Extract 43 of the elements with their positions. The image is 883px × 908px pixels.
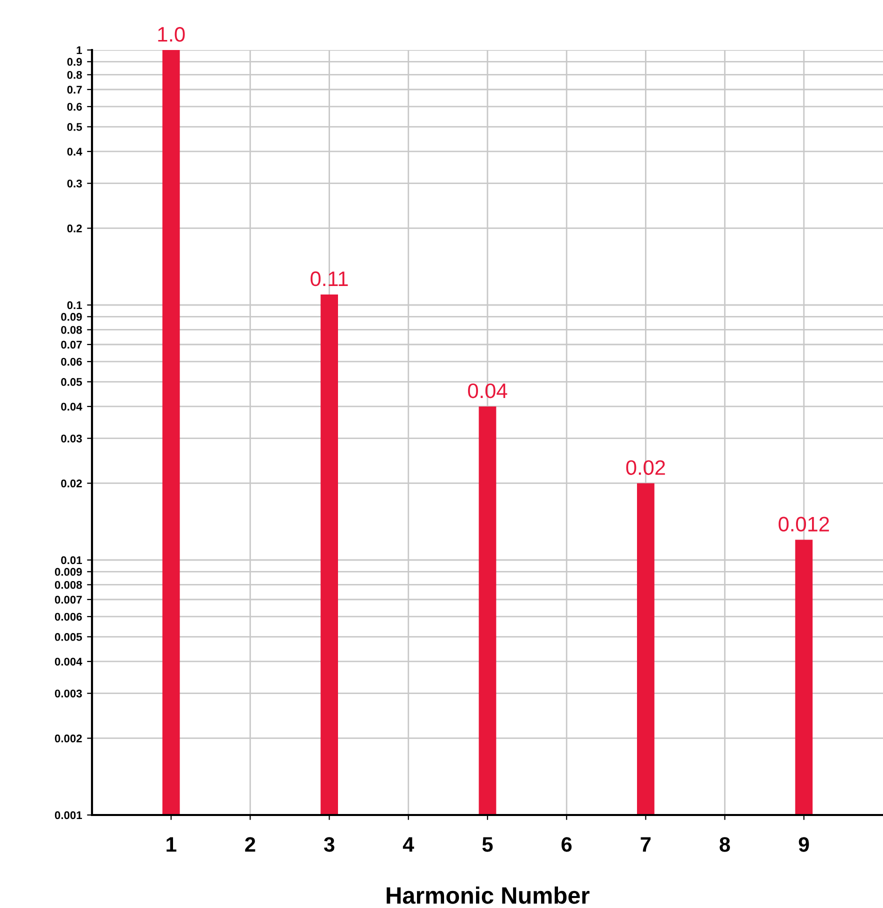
y-tick-label: 0.004 xyxy=(54,658,82,666)
y-tick-label: 0.2 xyxy=(67,224,82,232)
y-tick-label: 0.6 xyxy=(67,102,82,111)
x-tick-label: 3 xyxy=(324,837,334,852)
y-tick-label: 0.001 xyxy=(54,811,82,820)
y-tick-label: 0.09 xyxy=(61,312,82,321)
y-tick-label: 0.08 xyxy=(61,326,82,334)
x-tick-label: 2 xyxy=(245,837,256,852)
y-tick-label: 0.05 xyxy=(61,378,82,386)
x-tick-label: 7 xyxy=(640,837,651,852)
x-tick-label: 8 xyxy=(720,837,730,852)
y-tick-label: 0.008 xyxy=(54,580,82,589)
y-tick-label: 0.003 xyxy=(54,690,82,698)
y-tick-label: 0.4 xyxy=(67,148,82,156)
x-tick-label: 4 xyxy=(402,837,414,852)
x-tick-label: 5 xyxy=(482,837,493,852)
x-tick-label: 6 xyxy=(562,837,572,852)
y-tick-label: 0.005 xyxy=(54,633,82,641)
data-label: 0.02 xyxy=(626,460,665,475)
y-tick-label: 0.006 xyxy=(54,612,82,621)
y-tick-label: 0.002 xyxy=(54,734,82,742)
y-tick-label: 0.1 xyxy=(67,301,82,310)
y-tick-label: 0.06 xyxy=(61,358,82,366)
y-tick-label: 0.01 xyxy=(61,556,82,564)
y-tick-label: 0.04 xyxy=(61,402,82,411)
y-tick-label: 0.8 xyxy=(67,70,82,79)
x-axis-title: Harmonic Number xyxy=(386,886,590,904)
data-label: 0.04 xyxy=(468,383,508,398)
data-label: 0.11 xyxy=(310,271,348,286)
x-tick-label: 9 xyxy=(798,837,809,852)
y-tick-label: 1 xyxy=(76,46,82,54)
y-tick-label: 0.5 xyxy=(67,123,82,131)
y-tick-label: 0.03 xyxy=(61,434,82,442)
data-label: 1.0 xyxy=(158,26,185,42)
y-tick-label: 0.007 xyxy=(54,596,82,604)
data-label: 0.012 xyxy=(778,516,829,532)
x-tick-label: 1 xyxy=(166,837,176,852)
y-tick-label: 0.07 xyxy=(61,340,82,349)
y-tick-label: 0.009 xyxy=(54,568,82,576)
y-tick-label: 0.02 xyxy=(61,480,82,488)
y-tick-label: 0.9 xyxy=(67,58,82,66)
y-tick-label: 0.3 xyxy=(67,180,82,188)
y-tick-label: 0.7 xyxy=(67,86,82,94)
